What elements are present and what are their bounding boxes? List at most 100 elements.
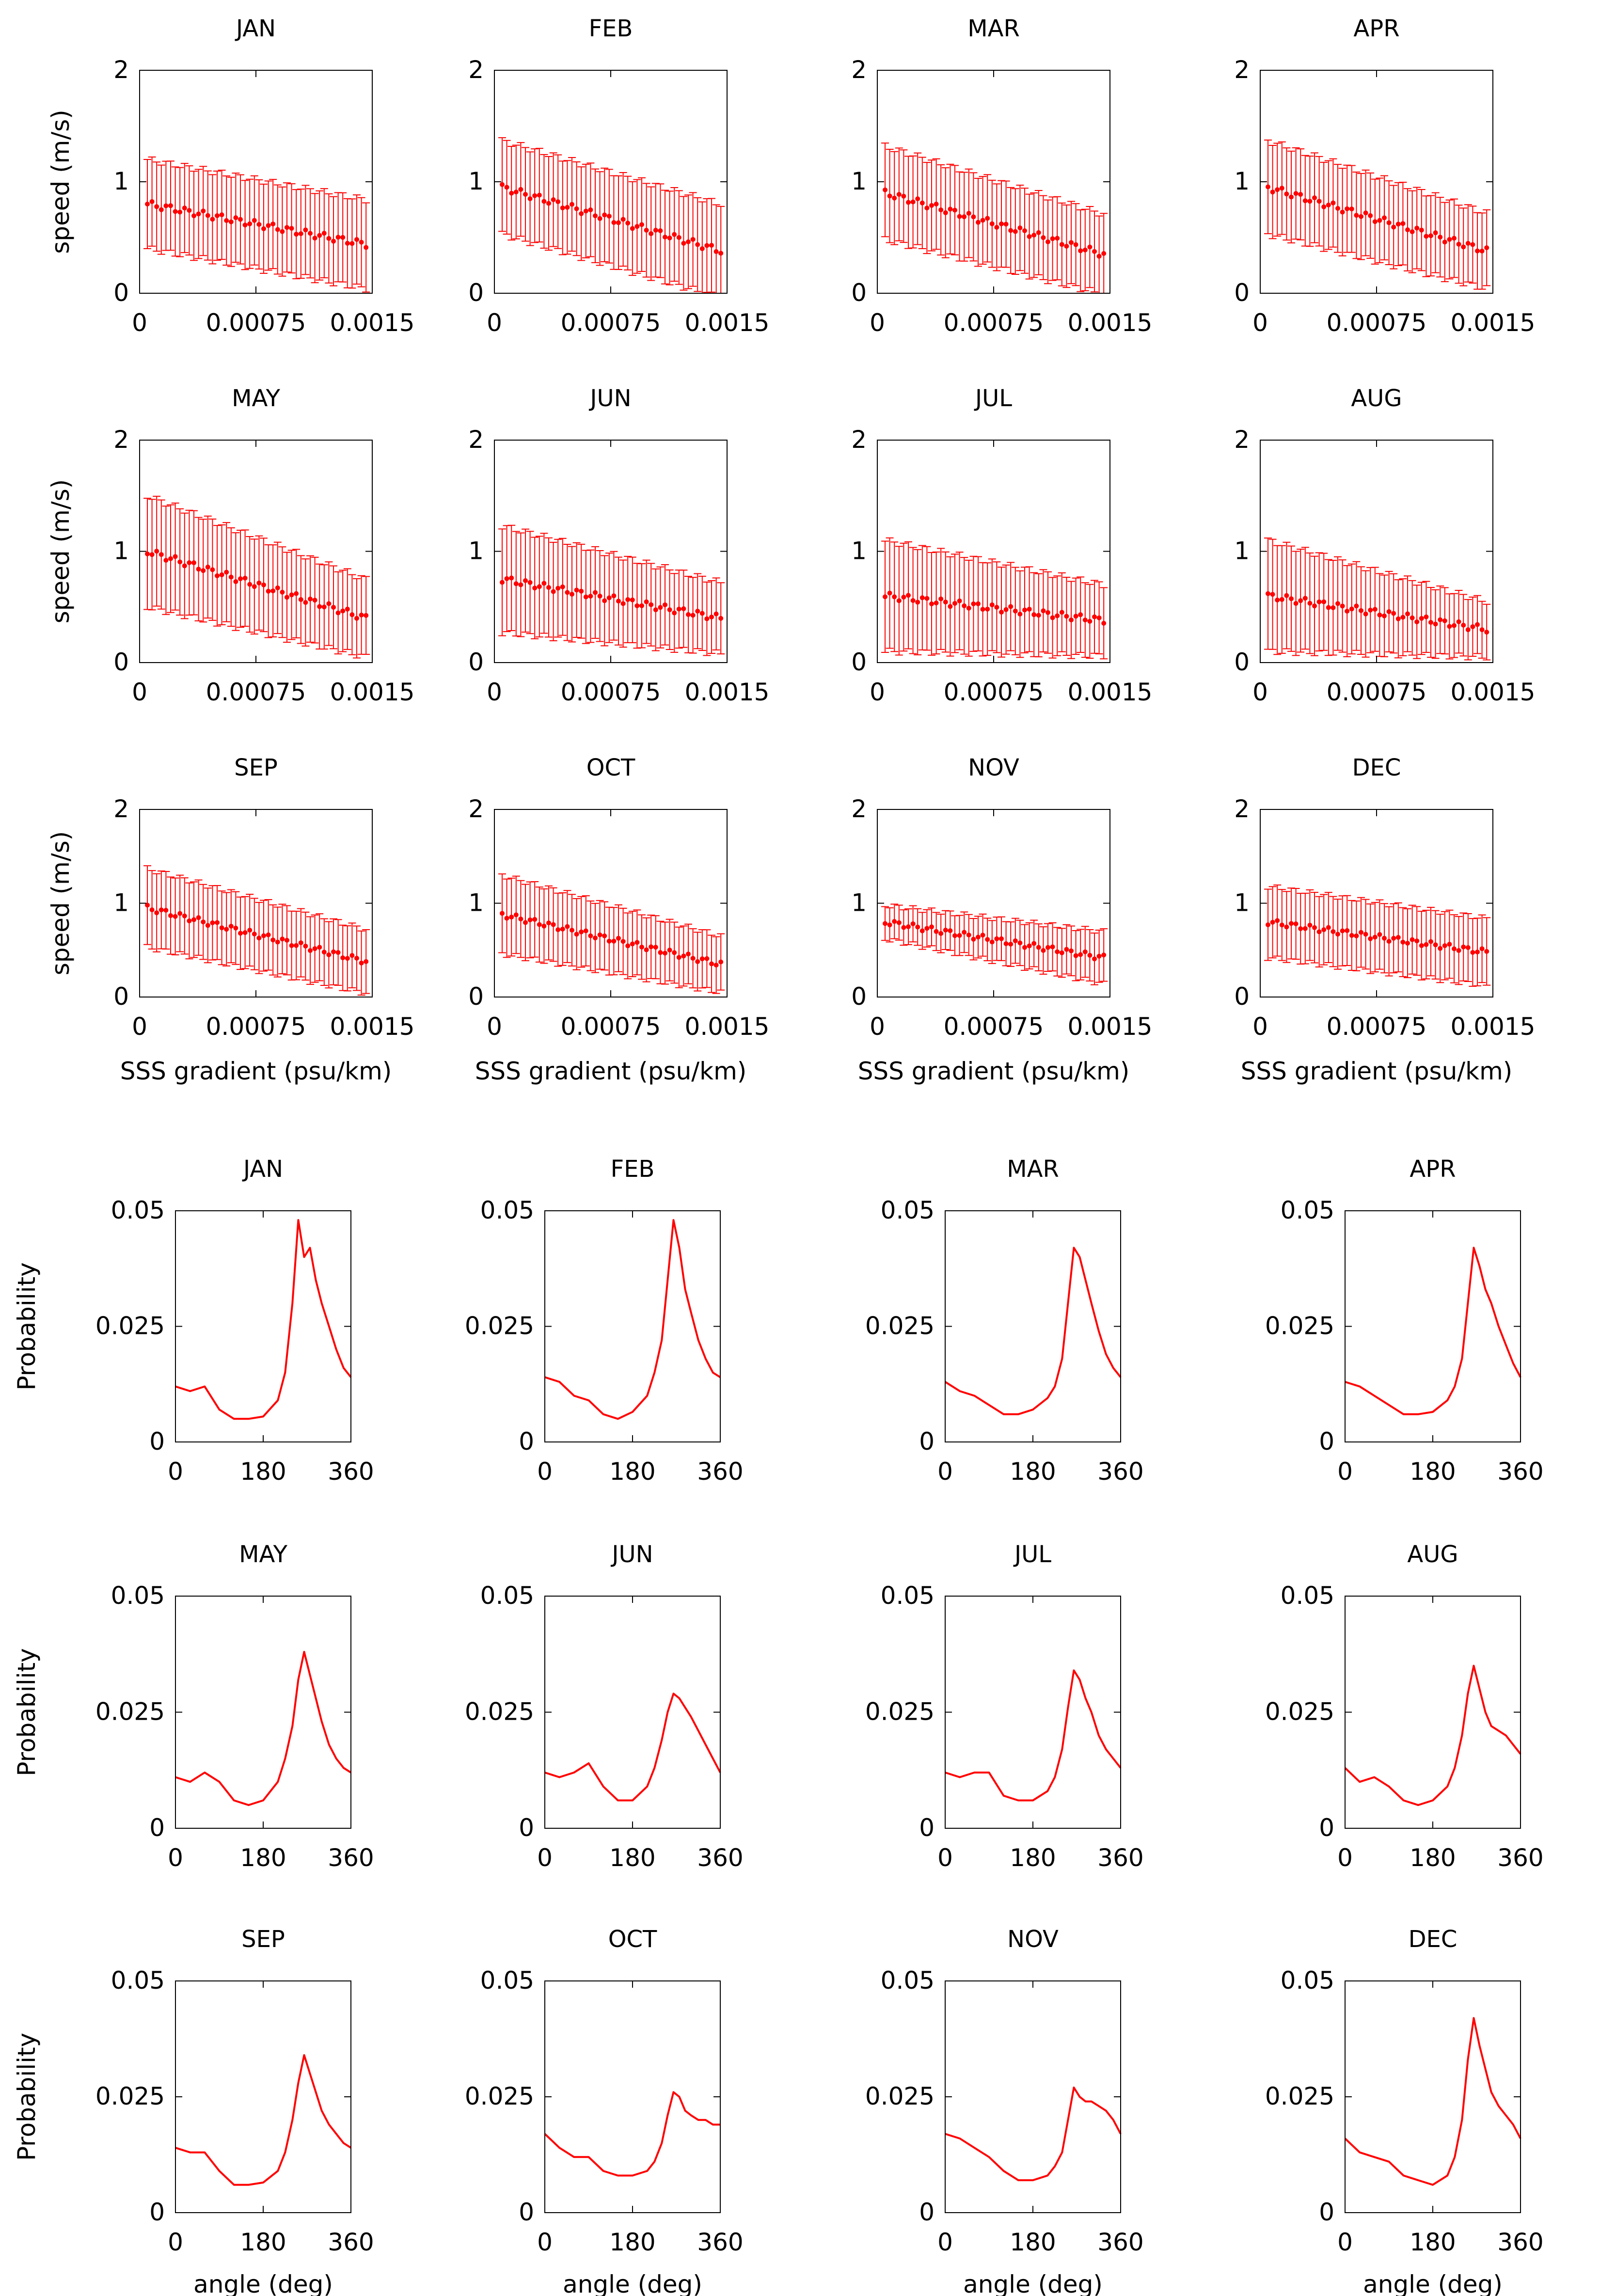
angle-panel-sep-xlabel: angle (deg) — [193, 2270, 333, 2296]
speed-panel-may-point-29 — [280, 589, 285, 595]
speed-panel-may-point-10 — [191, 560, 196, 566]
speed-panel-jul-point-2 — [892, 594, 897, 600]
speed-panel-jan-point-11 — [196, 211, 201, 217]
speed-panel-may-point-40 — [331, 604, 336, 610]
speed-panel-nov-ytick-label-2: 2 — [851, 795, 867, 823]
speed-panel-feb-point-37 — [672, 232, 677, 237]
speed-panel-feb-point-32 — [649, 231, 654, 237]
speed-panel-aug-point-30 — [1405, 611, 1410, 617]
speed-panel-sep-point-10 — [191, 917, 196, 922]
angle-panel-feb-xtick-label-1: 180 — [609, 1457, 655, 1486]
speed-panel-may-point-27 — [270, 588, 276, 594]
speed-panel-mar-xtick-label-2: 0.0015 — [1068, 309, 1153, 337]
speed-panel-jul-point-35 — [1046, 610, 1050, 615]
speed-panel-oct-point-10 — [546, 920, 551, 926]
speed-panel-dec-point-36 — [1433, 942, 1438, 948]
speed-panel-nov-point-7 — [915, 924, 920, 930]
speed-panel-oct-point-41 — [690, 956, 696, 961]
speed-panel-jun-point-12 — [555, 586, 561, 591]
speed-panel-feb-point-41 — [690, 237, 696, 242]
speed-panel-dec-point-34 — [1424, 942, 1429, 947]
angle-panel-sep-ytick-label-2: 0.05 — [111, 1966, 165, 1995]
speed-panel-aug-point-4 — [1284, 593, 1289, 598]
speed-panel-dec-point-21 — [1363, 932, 1368, 937]
speed-panel-nov-point-13 — [943, 927, 948, 933]
speed-panel-oct-point-12 — [555, 927, 561, 933]
angle-panel-jun-xtick-label-2: 360 — [697, 1844, 743, 1872]
speed-panel-dec-point-8 — [1302, 926, 1308, 931]
speed-panel-mar-ytick-label-1: 1 — [851, 167, 867, 195]
angle-panel-jul-frame — [945, 1596, 1121, 1829]
speed-panel-jan-point-27 — [270, 222, 276, 227]
speed-panel-jan-point-47 — [364, 245, 369, 250]
speed-panel-aug-point-25 — [1382, 613, 1387, 618]
speed-panel-aug-point-27 — [1391, 611, 1396, 616]
speed-panel-sep-point-20 — [238, 931, 243, 936]
speed-panel-mar-point-42 — [1078, 248, 1083, 253]
speed-panel-feb-point-39 — [681, 240, 686, 246]
speed-panel-feb-point-24 — [611, 220, 617, 225]
speed-panel-jul-point-15 — [952, 601, 957, 606]
speed-panel-sep-point-37 — [317, 945, 322, 950]
speed-panel-jul-point-29 — [1017, 611, 1023, 617]
angle-panel-jul-xtick-label-1: 180 — [1010, 1844, 1056, 1872]
angle-panel-apr-title: APR — [1410, 1156, 1456, 1183]
speed-panel-may-point-0 — [145, 551, 150, 556]
speed-panel-oct-point-1 — [504, 916, 509, 921]
speed-panel-feb-point-0 — [500, 182, 505, 187]
speed-panel-jan-point-29 — [280, 229, 285, 234]
angle-panel-jul-xtick-label-0: 0 — [937, 1844, 953, 1872]
angle-panel-feb-title: FEB — [611, 1156, 655, 1183]
speed-panel-mar-frame — [877, 70, 1110, 294]
speed-panel-sep-point-22 — [247, 928, 253, 933]
speed-panel-jul-point-43 — [1082, 618, 1088, 623]
speed-panel-apr-point-11 — [1316, 199, 1322, 204]
speed-panel-apr-ytick-label-2: 2 — [1234, 56, 1250, 84]
speed-panel-may-point-17 — [224, 570, 229, 575]
speed-panel-nov-point-41 — [1073, 953, 1078, 958]
speed-panel-aug-point-17 — [1345, 608, 1350, 614]
speed-panel-nov-point-27 — [1008, 941, 1014, 947]
speed-panel-may-point-33 — [298, 597, 303, 602]
speed-panel-jan-xtick-label-0: 0 — [132, 309, 147, 337]
speed-panel-jun-ytick-label-1: 1 — [468, 537, 484, 565]
speed-panel-nov-point-31 — [1027, 943, 1032, 949]
speed-panel-jun-xtick-label-2: 0.0015 — [685, 678, 770, 706]
speed-panel-aug-point-29 — [1400, 615, 1406, 620]
speed-panel-aug-point-8 — [1302, 596, 1308, 601]
speed-panel-jan-point-2 — [154, 204, 159, 209]
angle-panel-jul-ytick-label-1: 0.025 — [865, 1698, 935, 1726]
speed-panel-apr-point-8 — [1302, 198, 1308, 204]
speed-panel-jan-ytick-label-1: 1 — [113, 167, 129, 195]
speed-panel-jan-point-17 — [224, 218, 229, 223]
speed-panel-apr-point-22 — [1368, 213, 1373, 218]
speed-panel-nov-frame — [877, 809, 1110, 998]
speed-panel-apr-point-36 — [1433, 230, 1438, 236]
speed-panel-jun-point-37 — [672, 610, 677, 616]
speed-panel-jul-ytick-label-0: 0 — [851, 648, 867, 676]
speed-panel-aug-point-7 — [1298, 598, 1303, 603]
speed-panel-jun-point-27 — [625, 597, 631, 602]
angle-panel-apr-ytick-label-2: 0.05 — [1281, 1196, 1334, 1224]
speed-panel-dec-point-39 — [1447, 942, 1452, 947]
speed-panel-dec-point-43 — [1465, 945, 1471, 950]
speed-panel-jul-xtick-label-2: 0.0015 — [1068, 678, 1153, 706]
speed-panel-may-point-45 — [354, 616, 359, 621]
speed-panel-mar-point-9 — [924, 206, 930, 211]
speed-panel-oct-point-38 — [676, 955, 681, 960]
speed-panel-nov-point-1 — [887, 922, 892, 928]
speed-panel-feb-xtick-label-2: 0.0015 — [685, 309, 770, 337]
speed-panel-dec-point-46 — [1479, 946, 1485, 951]
speed-panel-aug-point-10 — [1312, 603, 1317, 609]
angle-panel-aug-ytick-label-2: 0.05 — [1281, 1582, 1334, 1610]
speed-panel-feb-point-11 — [551, 197, 556, 202]
speed-panel-may-point-44 — [349, 612, 355, 618]
speed-panel-oct-point-30 — [639, 944, 644, 950]
speed-panel-mar-point-1 — [887, 193, 892, 199]
speed-panel-jul-point-30 — [1022, 607, 1027, 613]
speed-panel-oct-point-13 — [560, 926, 565, 932]
speed-panel-oct-point-14 — [565, 924, 570, 929]
speed-panel-nov-point-24 — [994, 936, 999, 941]
speed-panel-apr-point-40 — [1452, 236, 1457, 241]
speed-panel-jul-point-31 — [1027, 606, 1032, 612]
